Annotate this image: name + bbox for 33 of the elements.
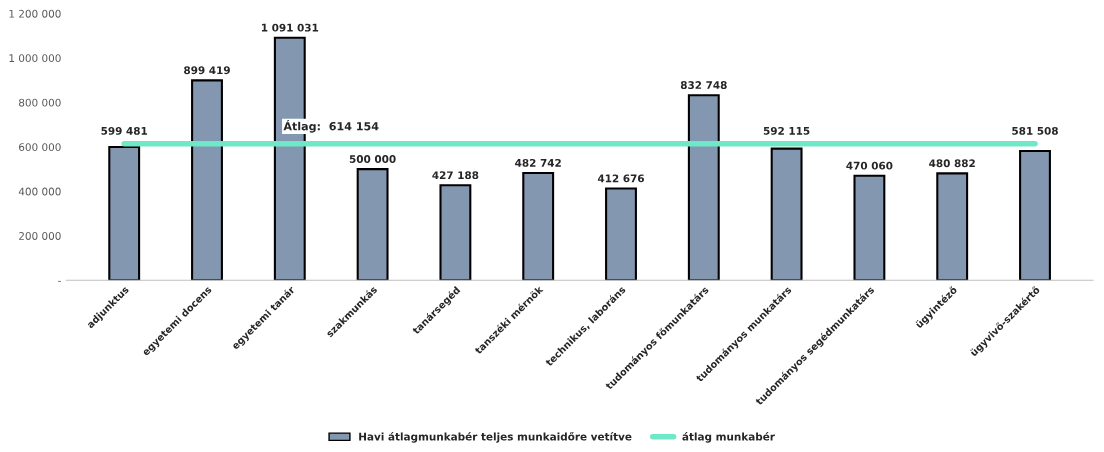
y-tick-label: 1 200 000 xyxy=(9,9,61,18)
bar xyxy=(853,174,886,281)
bar xyxy=(605,187,637,281)
legend-label: átlag munkabér xyxy=(682,432,775,443)
bar xyxy=(108,145,141,281)
bar xyxy=(439,184,472,281)
data-label: 412 676 xyxy=(597,174,644,183)
data-label: 899 419 xyxy=(184,66,230,75)
y-tick-label: - xyxy=(58,280,61,282)
y-tick-label: 400 000 xyxy=(18,187,61,196)
data-label: 480 882 xyxy=(929,159,975,168)
bar xyxy=(191,79,223,281)
data-label: 832 748 xyxy=(680,81,727,89)
data-label: 500 000 xyxy=(349,155,396,163)
y-tick-label: 600 000 xyxy=(19,143,61,152)
data-label: 581 508 xyxy=(1012,126,1058,135)
data-label: 470 060 xyxy=(846,161,893,170)
bar xyxy=(1019,149,1051,281)
bar xyxy=(936,172,969,281)
y-tick-label: 1 000 000 xyxy=(9,54,61,63)
data-label: 599 481 xyxy=(101,126,148,135)
data-label: 592 115 xyxy=(763,126,810,135)
data-label: 482 742 xyxy=(515,158,561,167)
legend-label: Havi átlagmunkabér teljes munkaidőre vetítve xyxy=(359,432,632,443)
bar xyxy=(522,171,555,281)
data-label: 427 188 xyxy=(432,171,479,180)
bar xyxy=(770,147,803,281)
y-tick-label: 200 000 xyxy=(19,232,61,240)
bar xyxy=(356,168,389,281)
bar xyxy=(687,94,720,281)
y-tick-label: 800 000 xyxy=(19,98,61,107)
annotation: Átlag: 614 154 xyxy=(283,119,379,133)
data-label: 1 091 031 xyxy=(261,23,319,32)
